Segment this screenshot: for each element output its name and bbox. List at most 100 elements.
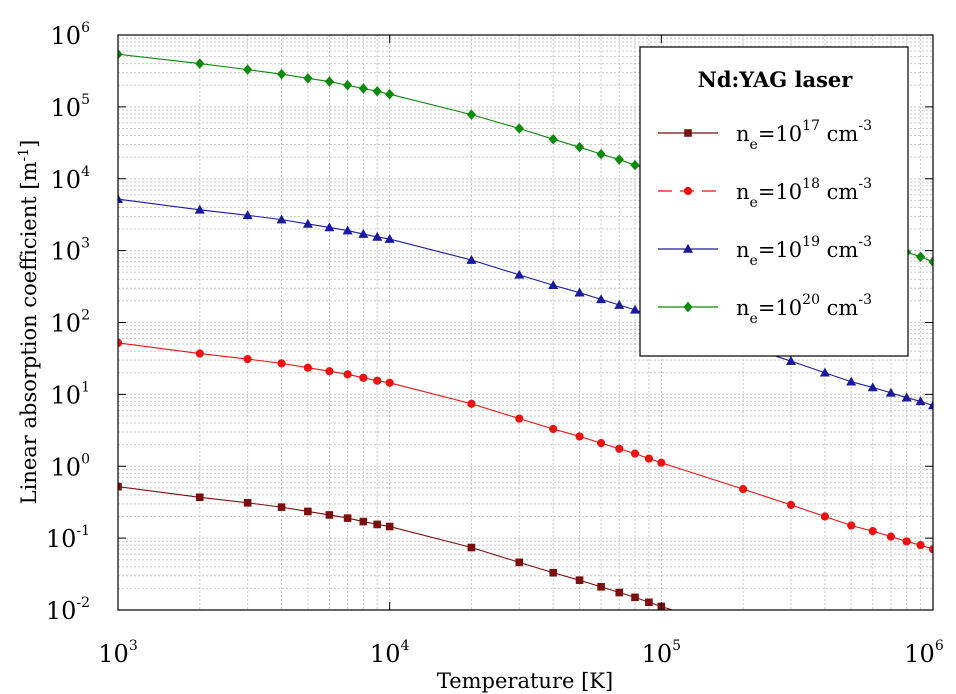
series-2-point bbox=[515, 414, 524, 423]
series-1-line bbox=[118, 486, 675, 610]
series-2-point bbox=[549, 424, 558, 434]
series-2-point bbox=[467, 399, 476, 408]
series-3-point bbox=[867, 382, 878, 392]
series-3-line bbox=[118, 198, 933, 407]
series-3-point bbox=[276, 214, 287, 224]
series-3-point bbox=[629, 304, 641, 314]
legend-entry-1: ne=1017 cm-3 bbox=[658, 118, 872, 153]
series-2-point bbox=[303, 363, 312, 372]
series-3-point bbox=[372, 231, 383, 241]
series-4-point bbox=[342, 79, 353, 91]
y-tick-label: 10-2 bbox=[46, 595, 90, 625]
series-2-point bbox=[243, 354, 252, 364]
legend-swatch-marker bbox=[683, 186, 693, 196]
series-3-point bbox=[358, 228, 369, 238]
legend-swatch-marker bbox=[683, 301, 693, 313]
series-2-point bbox=[343, 370, 352, 379]
series-4-point bbox=[358, 83, 368, 94]
series-1-point bbox=[385, 522, 394, 531]
y-tick-label: 101 bbox=[51, 379, 90, 409]
legend-label: ne=1019 cm-3 bbox=[736, 234, 872, 269]
y-tick-label: 103 bbox=[51, 236, 90, 266]
legend-label: ne=1018 cm-3 bbox=[736, 176, 872, 211]
series-2-point bbox=[325, 367, 334, 376]
series-3-point bbox=[194, 204, 205, 214]
legend-swatch-marker bbox=[684, 129, 692, 137]
series-4-point bbox=[514, 123, 524, 134]
series-1-point bbox=[549, 568, 558, 577]
series-3-point bbox=[785, 356, 796, 365]
series-4-point bbox=[372, 85, 382, 97]
legend-label: ne=1020 cm-3 bbox=[736, 292, 872, 327]
series-2-point bbox=[385, 378, 394, 387]
series-2-point bbox=[847, 521, 856, 530]
series-2-point bbox=[644, 454, 654, 463]
series-1-point bbox=[515, 558, 524, 567]
series-2-point bbox=[359, 373, 368, 382]
legend-entries: ne=1017 cm-3 ne=1018 cm-3 ne=1019 cm-3 ne=1… bbox=[658, 118, 872, 327]
series-2-point bbox=[373, 376, 382, 385]
series-2-point bbox=[902, 537, 911, 546]
series-3-point bbox=[384, 233, 395, 243]
series-3-point bbox=[548, 280, 559, 290]
series-2-point bbox=[868, 527, 877, 536]
series-2-point bbox=[786, 500, 796, 509]
y-tick-labels: 10-2 10-1 100 101 102 103 104 105 106 bbox=[46, 20, 90, 625]
series-4-point bbox=[630, 159, 640, 171]
series-1-point bbox=[195, 493, 204, 502]
y-tick-label: 104 bbox=[51, 164, 91, 194]
series-3-point bbox=[324, 222, 335, 232]
y-tick-label: 100 bbox=[51, 451, 90, 481]
series-1 bbox=[118, 482, 675, 610]
y-axis-title: Linear absorption coefficient [m-1] bbox=[16, 140, 41, 505]
series-2-point bbox=[277, 359, 286, 368]
series-2-point bbox=[916, 540, 925, 550]
series-3-point bbox=[242, 210, 253, 220]
series-1-point bbox=[343, 514, 352, 522]
series-4-point bbox=[915, 251, 926, 263]
series-2-point bbox=[118, 338, 123, 348]
legend-entry-2: ne=1018 cm-3 bbox=[658, 176, 872, 211]
series-2-point bbox=[820, 512, 829, 521]
series-3-point bbox=[514, 269, 525, 279]
series-3-point bbox=[574, 287, 585, 297]
series-4-point bbox=[614, 154, 624, 165]
x-tick-label: 104 bbox=[370, 638, 410, 668]
series-3-point bbox=[901, 392, 912, 402]
series-1-point bbox=[373, 520, 382, 529]
series-3-point bbox=[614, 299, 625, 309]
series-4-point bbox=[118, 48, 123, 60]
series-3-point bbox=[118, 194, 124, 203]
series-1-point bbox=[243, 499, 252, 507]
series-4-point bbox=[596, 148, 606, 160]
series-2-point bbox=[928, 545, 933, 554]
series-1-point bbox=[277, 503, 286, 511]
series-3-point bbox=[927, 400, 933, 410]
series-2-point bbox=[630, 449, 640, 458]
series-2 bbox=[118, 338, 933, 554]
legend-entry-3: ne=1019 cm-3 bbox=[658, 234, 872, 269]
series-1-point bbox=[467, 543, 476, 552]
series-4-point bbox=[466, 109, 477, 120]
y-tick-label: 102 bbox=[51, 308, 90, 338]
series-1-point bbox=[615, 588, 624, 597]
series-4-point bbox=[303, 73, 313, 84]
y-tick-label: 106 bbox=[51, 20, 91, 50]
x-tick-label: 106 bbox=[904, 638, 944, 668]
series-2-point bbox=[615, 444, 624, 453]
series-3-point bbox=[466, 254, 477, 264]
series-2-point bbox=[575, 432, 584, 441]
x-tick-labels: 103 104 105 106 bbox=[98, 638, 944, 668]
legend-box bbox=[639, 46, 909, 357]
series-1-point bbox=[597, 583, 605, 591]
series-2-point bbox=[596, 438, 606, 448]
series-3-point bbox=[302, 218, 313, 228]
series-2-point bbox=[739, 485, 748, 494]
series-3-point bbox=[819, 367, 830, 377]
series-1-point bbox=[304, 507, 312, 516]
legend-swatch-marker bbox=[682, 243, 694, 253]
x-axis-title: Temperature [K] bbox=[437, 669, 613, 693]
series-3 bbox=[118, 194, 933, 410]
legend-entry-4: ne=1020 cm-3 bbox=[658, 292, 872, 327]
series-4-point bbox=[385, 88, 395, 100]
